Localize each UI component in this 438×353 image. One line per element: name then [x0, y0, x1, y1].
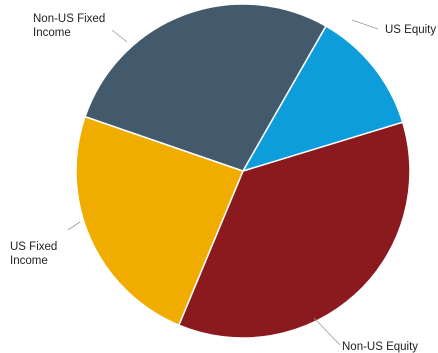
leader-lines: [67, 19, 379, 346]
slice-label-non-us-fixed-income: Non-US Fixed Income: [33, 13, 105, 39]
leader-line-us-fixed-income: [67, 221, 81, 231]
leader-line-us-equity: [351, 19, 379, 30]
slice-label-us-equity: US Equity: [385, 24, 436, 36]
slice-labels: US Equity Non-US Equity US Fixed Income Non-…: [10, 13, 436, 353]
pie-slices: [75, 3, 411, 339]
leader-line-non-us-fixed-income: [111, 29, 128, 43]
slice-non-us-equity: [75, 115, 244, 327]
slice-us-fixed-income: [84, 3, 328, 172]
slice-label-non-us-equity: Non-US Equity: [342, 341, 418, 353]
slice-us-equity: [177, 121, 411, 339]
slice-non-us-fixed-income: [241, 25, 404, 173]
leader-line-non-us-equity: [313, 317, 341, 346]
slice-label-us-fixed-income: US Fixed Income: [10, 241, 57, 267]
